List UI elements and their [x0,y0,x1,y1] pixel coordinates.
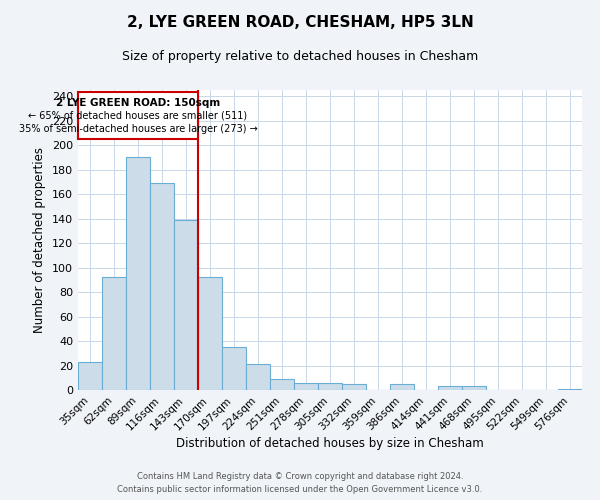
Y-axis label: Number of detached properties: Number of detached properties [34,147,46,333]
Bar [246,364,270,390]
Bar [462,386,486,390]
Bar [78,362,102,390]
Text: Contains HM Land Registry data © Crown copyright and database right 2024.: Contains HM Land Registry data © Crown c… [137,472,463,481]
Bar [438,386,462,390]
Bar [222,347,246,390]
Bar [342,384,366,390]
Bar [198,278,222,390]
Text: 35% of semi-detached houses are larger (273) →: 35% of semi-detached houses are larger (… [19,124,257,134]
Bar [150,183,174,390]
X-axis label: Distribution of detached houses by size in Chesham: Distribution of detached houses by size … [176,438,484,450]
Text: 2, LYE GREEN ROAD, CHESHAM, HP5 3LN: 2, LYE GREEN ROAD, CHESHAM, HP5 3LN [127,15,473,30]
Bar [102,278,126,390]
Bar [294,382,318,390]
FancyBboxPatch shape [78,92,198,139]
Bar [270,379,294,390]
Text: 2 LYE GREEN ROAD: 150sqm: 2 LYE GREEN ROAD: 150sqm [56,98,220,108]
Bar [126,158,150,390]
Bar [558,389,582,390]
Bar [318,382,342,390]
Text: Contains public sector information licensed under the Open Government Licence v3: Contains public sector information licen… [118,484,482,494]
Text: ← 65% of detached houses are smaller (511): ← 65% of detached houses are smaller (51… [28,110,248,120]
Bar [174,220,198,390]
Bar [390,384,414,390]
Text: Size of property relative to detached houses in Chesham: Size of property relative to detached ho… [122,50,478,63]
